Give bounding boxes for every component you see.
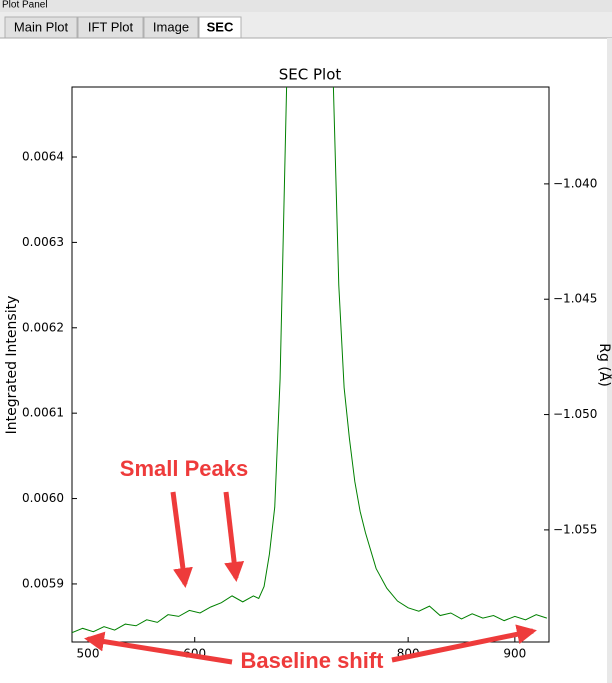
plot: 0.0059 0.0060 0.0061 0.0062 0.0063 0.0064 −1.0… (22, 87, 597, 661)
annotation: Baseline shift (240, 648, 384, 673)
y-tick-label: 0.0061 (22, 406, 64, 420)
y-axis-label: Integrated Intensity (4, 296, 20, 435)
y2-tick-label: −1.050 (553, 407, 597, 421)
annotation: Small Peaks (120, 456, 248, 481)
y-tick-label: 0.0064 (22, 150, 64, 164)
tab-label[interactable]: IFT Plot (88, 19, 134, 34)
tab-label[interactable]: Main Plot (14, 19, 69, 34)
y2-tick-label: −1.045 (553, 292, 597, 306)
y-tick-label: 0.0060 (22, 491, 64, 505)
y2-tick-label: −1.055 (553, 522, 597, 536)
panel-edge (607, 38, 612, 683)
arrow (223, 491, 245, 582)
x-tick-label: 500 (77, 647, 100, 661)
y-tick-label: 0.0063 (22, 235, 64, 249)
y-tick-label: 0.0059 (22, 576, 64, 590)
chart-title: SEC Plot (279, 66, 342, 84)
x-tick-label: 900 (503, 647, 526, 661)
arrow (170, 491, 193, 588)
tab-label[interactable]: SEC (207, 19, 234, 34)
window-title: Plot Panel (2, 0, 48, 11)
tabs: Main Plot IFT Plot Image SEC (4, 16, 242, 39)
plot-frame (71, 86, 550, 643)
window-titlebar (0, 0, 612, 12)
data-line (72, 87, 548, 634)
tab-label[interactable]: Image (153, 19, 189, 34)
annotations: Small Peaks Baseline shift (84, 456, 537, 673)
arrow (84, 631, 233, 665)
y-tick-label: 0.0062 (22, 320, 64, 334)
y2-axis-label: Rg (Å) (596, 343, 612, 387)
y2-tick-label: −1.040 (553, 176, 597, 190)
arrow (391, 624, 537, 663)
